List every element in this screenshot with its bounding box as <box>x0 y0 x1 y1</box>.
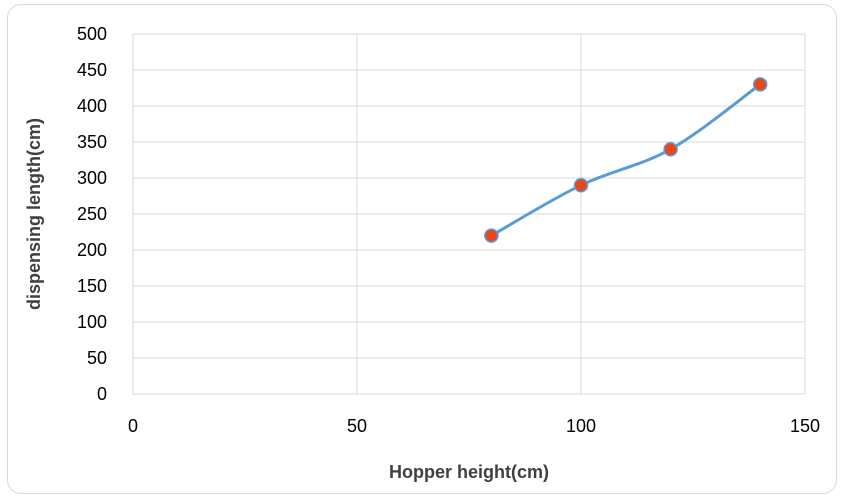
y-tick-label: 200 <box>77 240 107 260</box>
y-tick-label: 100 <box>77 312 107 332</box>
axes <box>132 34 805 395</box>
x-axis-title: Hopper height(cm) <box>389 462 549 482</box>
series-line <box>489 82 762 238</box>
data-point <box>663 141 678 157</box>
x-tick-label: 100 <box>566 416 596 436</box>
y-tick-label: 50 <box>87 348 107 368</box>
y-tick-label: 450 <box>77 60 107 80</box>
grid-lines <box>133 33 806 394</box>
data-point <box>752 77 768 92</box>
data-point <box>573 177 589 193</box>
y-tick-label: 0 <box>97 384 107 404</box>
x-tick-labels: 0 50 100 150 <box>128 416 820 436</box>
y-tick-label: 250 <box>77 204 107 224</box>
y-tick-label: 400 <box>77 96 107 116</box>
y-tick-label: 300 <box>77 168 107 188</box>
y-tick-labels: 0 50 100 150 200 250 300 350 400 450 500 <box>77 24 107 404</box>
x-tick-label: 0 <box>128 416 138 436</box>
chart-frame <box>7 4 837 494</box>
series <box>484 77 768 243</box>
y-tick-label: 350 <box>77 132 107 152</box>
y-tick-label: 150 <box>77 276 107 296</box>
x-tick-label: 50 <box>347 416 367 436</box>
y-axis-title: dispensing length(cm) <box>24 118 44 310</box>
data-point <box>484 228 499 243</box>
x-tick-label: 150 <box>790 416 820 436</box>
y-tick-label: 500 <box>77 24 107 44</box>
